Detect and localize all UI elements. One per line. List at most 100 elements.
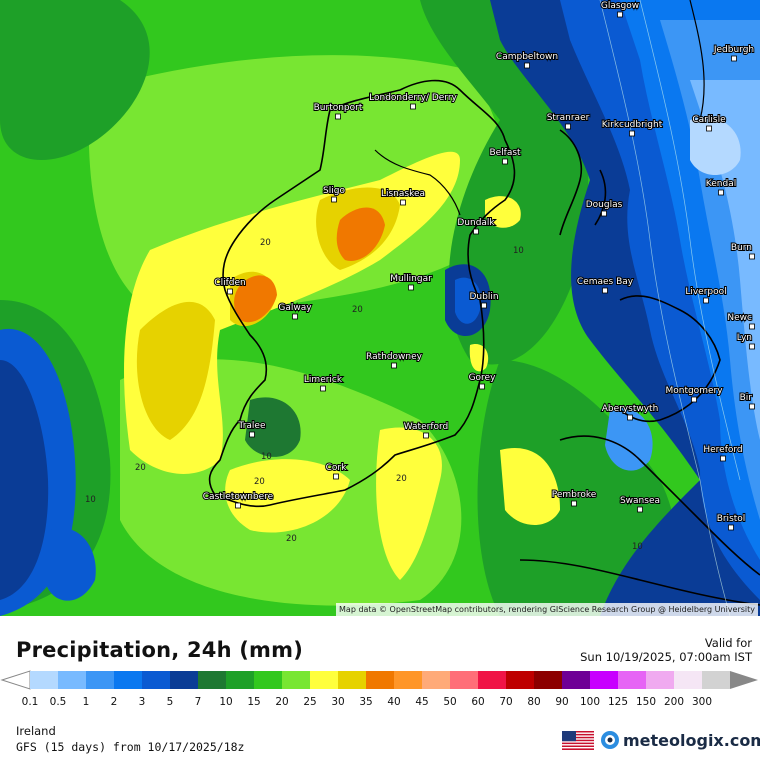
city-dot-icon xyxy=(720,455,726,462)
city-dot-icon xyxy=(571,500,577,507)
scale-cell xyxy=(394,671,422,689)
city-label: Burtonport xyxy=(314,103,363,113)
city-dot-icon xyxy=(703,297,709,304)
contour-label: 10 xyxy=(632,542,643,552)
city-label: Stranraer xyxy=(547,113,590,123)
city-label: Galway xyxy=(278,303,312,313)
scale-cell xyxy=(338,671,366,689)
city-label: Limerick xyxy=(304,375,343,385)
city-layer: Glasgow Jedburgh Campbeltown Londonderry/ D… xyxy=(202,0,755,531)
scale-tick-label: 300 xyxy=(691,696,713,708)
darker-green-area xyxy=(245,397,301,457)
scale-tick-label: 20 xyxy=(275,696,289,708)
scale-tick-label: 80 xyxy=(527,696,541,708)
scale-cell xyxy=(590,671,618,689)
city-marker: Clifden xyxy=(213,277,247,295)
pale-blue-area xyxy=(690,80,760,440)
city-dot-icon xyxy=(227,288,233,295)
scale-cell xyxy=(142,671,170,689)
city-dot-icon xyxy=(637,506,643,513)
city-marker: Bir xyxy=(739,392,755,410)
city-label: Cork xyxy=(326,463,347,473)
city-marker: Burn xyxy=(730,242,755,260)
map-attribution: Map data © OpenStreetMap contributors, r… xyxy=(336,603,758,616)
city-dot-icon xyxy=(502,158,508,165)
brand-name: meteologix.com xyxy=(623,730,760,750)
city-label: Douglas xyxy=(586,200,623,210)
city-label: Bir xyxy=(740,393,753,403)
city-dot-icon xyxy=(627,414,633,421)
city-label: Kirkcudbright xyxy=(602,120,663,130)
city-label: Londonderry/ Derry xyxy=(369,93,457,103)
city-marker: Limerick xyxy=(303,374,344,392)
city-marker: Dundalk xyxy=(456,217,496,235)
city-label: Campbeltown xyxy=(496,52,558,62)
city-dot-icon xyxy=(728,524,734,531)
city-marker: Aberystwyth xyxy=(601,403,659,421)
scale-cell xyxy=(310,671,338,689)
city-dot-icon xyxy=(391,362,397,369)
city-marker: Liverpool xyxy=(684,286,728,304)
city-label: Sligo xyxy=(323,186,345,196)
scale-right-arrow xyxy=(730,671,758,689)
scale-cell xyxy=(674,671,702,689)
city-marker: Burtonport xyxy=(313,102,364,120)
scale-cell xyxy=(506,671,534,689)
scale-tick-label: 0.5 xyxy=(49,696,67,708)
dark-green-area xyxy=(477,360,677,616)
city-label: Montgomery xyxy=(665,386,723,396)
scale-tick-label: 50 xyxy=(443,696,457,708)
city-label: Belfast xyxy=(489,148,521,158)
scale-cell xyxy=(702,671,730,689)
city-marker: Lyn xyxy=(736,332,755,350)
contour-label: 10 xyxy=(85,495,96,505)
city-marker: Rathdowney xyxy=(365,351,424,369)
scale-cell xyxy=(198,671,226,689)
city-label: Swansea xyxy=(620,496,660,506)
city-dot-icon xyxy=(749,253,755,260)
contour-label: 20 xyxy=(254,477,265,487)
city-dot-icon xyxy=(423,432,429,439)
city-marker: Dublin xyxy=(468,291,500,309)
contour-label: 10 xyxy=(261,452,272,462)
city-label: Waterford xyxy=(404,422,449,432)
us-flag-icon[interactable] xyxy=(562,731,594,750)
city-dot-icon xyxy=(235,502,241,509)
city-dot-icon xyxy=(473,228,479,235)
scale-tick-label: 35 xyxy=(359,696,373,708)
city-dot-icon xyxy=(629,130,635,137)
city-marker: Hereford xyxy=(702,444,744,462)
city-dot-icon xyxy=(749,343,755,350)
city-label: Aberystwyth xyxy=(602,404,659,414)
city-marker: Douglas xyxy=(585,199,624,217)
scale-cells xyxy=(30,671,730,689)
map-title: Precipitation, 24h (mm) xyxy=(16,638,304,662)
city-marker: Glasgow xyxy=(600,0,640,18)
precipitation-map[interactable]: 20 20 10 20 10 20 10 20 20 10 Glasgow Jed… xyxy=(0,0,760,616)
city-dot-icon xyxy=(408,284,414,291)
city-label: Bristol xyxy=(717,514,746,524)
contour-label: 20 xyxy=(135,463,146,473)
scale-tick-label: 5 xyxy=(166,696,174,708)
coastline-ireland xyxy=(208,79,760,606)
map-canvas: 20 20 10 20 10 20 10 20 20 10 Glasgow Jed… xyxy=(0,0,760,616)
contour-lines xyxy=(599,0,741,616)
scale-tick-label: 2 xyxy=(110,696,118,708)
city-marker: Lisnaskea xyxy=(380,188,426,206)
city-label: Hereford xyxy=(703,445,742,455)
brand-logo[interactable]: meteologix.com xyxy=(600,729,760,751)
city-marker: Tralee xyxy=(237,420,267,438)
city-dot-icon xyxy=(481,302,487,309)
scale-cell xyxy=(366,671,394,689)
city-label: Kendal xyxy=(706,179,736,189)
contour-label: 20 xyxy=(396,474,407,484)
scale-tick-label: 40 xyxy=(387,696,401,708)
yellow-area xyxy=(225,459,350,533)
yellow-area xyxy=(485,196,521,228)
scale-cell xyxy=(450,671,478,689)
scale-cell xyxy=(30,671,58,689)
city-marker: Jedburgh xyxy=(712,44,755,62)
yellow-area xyxy=(500,448,560,525)
model-run: GFS (15 days) from 10/17/2025/18z xyxy=(16,740,245,754)
scale-tick-label: 70 xyxy=(499,696,513,708)
